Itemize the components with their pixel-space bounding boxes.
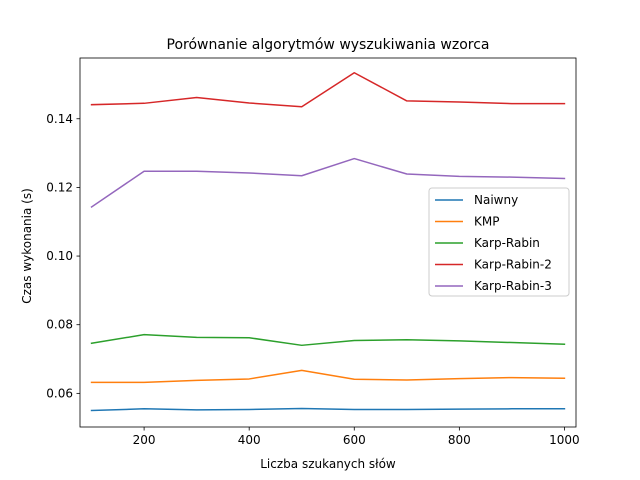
y-axis-label: Czas wykonania (s) (20, 188, 34, 304)
chart-title: Porównanie algorytmów wyszukiwania wzorc… (167, 37, 490, 53)
series-line-1 (90, 369, 566, 384)
legend-label-1: KMP (474, 215, 499, 229)
x-tick-label: 600 (343, 433, 366, 447)
y-tick-label: 0.06 (46, 386, 73, 400)
x-axis-label: Liczba szukanych słów (260, 457, 396, 471)
series-line-3 (90, 72, 566, 108)
series-line-2 (90, 333, 566, 347)
legend-label-4: Karp-Rabin-3 (474, 279, 552, 293)
legend-label-3: Karp-Rabin-2 (474, 258, 552, 272)
axes-frame (79, 57, 577, 428)
x-tick-label: 800 (448, 433, 471, 447)
legend-label-0: Naiwny (474, 193, 518, 207)
x-tick-label: 1000 (549, 433, 580, 447)
legend-label-2: Karp-Rabin (474, 236, 540, 250)
legend: Naiwny KMP Karp-Rabin Karp-Rabin-2 Karp-Rabi… (428, 187, 570, 297)
series-line-0 (90, 407, 566, 412)
y-tick-label: 0.14 (46, 112, 73, 126)
plot-area (90, 72, 566, 412)
legend-box (428, 187, 570, 297)
y-tick-label: 0.08 (46, 318, 73, 332)
axes: 200 400 600 800 1000 0.06 0.08 0.10 0.12 0.14 (46, 57, 580, 447)
x-tick-label: 400 (238, 433, 261, 447)
y-tick-label: 0.12 (46, 180, 73, 194)
y-tick-label: 0.10 (46, 249, 73, 263)
x-tick-label: 200 (133, 433, 156, 447)
series-line-4 (90, 157, 566, 209)
